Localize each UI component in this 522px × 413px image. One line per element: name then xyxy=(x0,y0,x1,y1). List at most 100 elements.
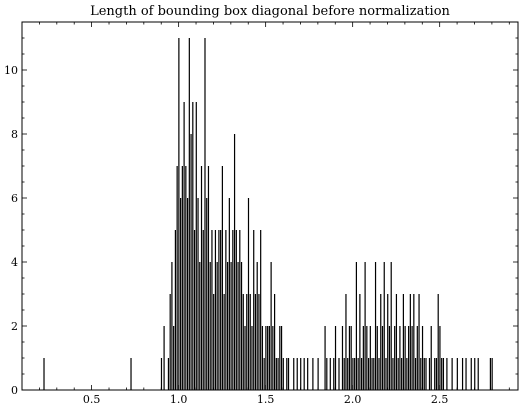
histogram-bar-28 xyxy=(209,262,211,390)
histogram-bar-138 xyxy=(435,358,438,390)
histogram-bar-40 xyxy=(230,262,232,390)
x-tick-label-2: 1.5 xyxy=(257,393,275,406)
histogram-bar-49 xyxy=(246,294,248,390)
histogram-bar-82 xyxy=(329,358,331,390)
histogram-bar-96 xyxy=(359,294,361,390)
histogram-bar-131 xyxy=(420,358,422,390)
histogram-bar-11 xyxy=(180,198,182,390)
histogram-bar-116 xyxy=(394,326,396,390)
histogram-bar-18 xyxy=(192,102,194,390)
histogram-bar-10 xyxy=(178,38,180,390)
histogram-bar-144 xyxy=(451,358,453,390)
x-tick-label-1: 1.0 xyxy=(170,393,188,406)
histogram-bar-115 xyxy=(392,358,394,390)
histogram-bar-68 xyxy=(279,326,281,390)
histogram-bar-110 xyxy=(383,262,385,390)
histogram-bar-1 xyxy=(130,358,132,390)
histogram-bar-125 xyxy=(409,294,411,390)
histogram-bar-152 xyxy=(491,358,493,390)
histogram-bar-54 xyxy=(254,294,257,390)
histogram-bar-63 xyxy=(270,262,272,390)
histogram-bar-141 xyxy=(441,358,443,390)
histogram-bar-113 xyxy=(388,326,391,390)
histogram-bar-27 xyxy=(207,166,210,390)
histogram-bar-127 xyxy=(413,294,415,390)
histogram-bar-60 xyxy=(265,326,267,390)
histogram-bar-13 xyxy=(183,102,185,390)
bars-layer xyxy=(43,38,493,390)
histogram-bar-33 xyxy=(218,230,220,390)
histogram-bar-57 xyxy=(260,230,262,390)
histogram-bar-34 xyxy=(220,230,222,390)
histogram-bar-106 xyxy=(376,326,378,390)
histogram-bar-25 xyxy=(204,38,206,390)
histogram-bar-128 xyxy=(414,358,417,390)
histogram-bar-42 xyxy=(233,134,236,390)
histogram-bar-117 xyxy=(395,294,398,390)
histogram-bar-109 xyxy=(381,326,384,390)
y-tick-label-1: 2 xyxy=(11,320,18,333)
histogram-bar-130 xyxy=(418,294,420,390)
histogram-bar-62 xyxy=(268,326,270,390)
histogram-bar-15 xyxy=(186,198,189,390)
y-tick-label-2: 4 xyxy=(11,256,18,269)
histogram-bar-142 xyxy=(442,358,445,390)
histogram-bar-8 xyxy=(174,230,176,390)
histogram-bar-84 xyxy=(334,326,337,390)
histogram-bar-19 xyxy=(193,230,196,390)
histogram-bar-61 xyxy=(267,326,269,390)
histogram-bar-107 xyxy=(378,358,380,390)
histogram-bar-26 xyxy=(206,198,208,390)
histogram-bar-32 xyxy=(216,262,218,390)
histogram-bar-77 xyxy=(307,358,309,390)
y-tick-label-0: 0 xyxy=(11,384,18,397)
histogram-bar-9 xyxy=(176,166,178,390)
plot-frame xyxy=(21,21,519,391)
histogram-bar-65 xyxy=(274,294,276,390)
histogram-bar-121 xyxy=(402,294,404,390)
histogram-bar-135 xyxy=(428,358,431,390)
histogram-bar-55 xyxy=(256,262,258,390)
histogram-bar-74 xyxy=(296,358,298,390)
histogram-bar-85 xyxy=(338,358,340,390)
histogram-bar-52 xyxy=(251,326,253,390)
histogram-bar-53 xyxy=(253,230,255,390)
histogram-bar-120 xyxy=(401,358,403,390)
histogram-bar-97 xyxy=(361,358,363,390)
ticks-layer: 0.5 1.0 1.5 2.0 2.5 0 2 4 6 8 10 xyxy=(4,21,518,406)
histogram-bar-149 xyxy=(474,358,476,390)
histogram-bar-0 xyxy=(43,358,45,390)
histogram-bar-105 xyxy=(374,262,377,390)
histogram-bar-64 xyxy=(272,326,274,390)
histogram-bar-129 xyxy=(416,326,418,390)
histogram-bar-7 xyxy=(173,326,175,390)
histogram-bar-79 xyxy=(317,358,319,390)
histogram-bar-94 xyxy=(355,262,357,390)
histogram-bar-80 xyxy=(324,326,326,390)
histogram-bar-6 xyxy=(171,262,173,390)
histogram-bar-99 xyxy=(364,262,366,390)
x-tick-label-4: 2.5 xyxy=(431,393,449,406)
histogram-bar-71 xyxy=(286,358,288,390)
histogram-bar-114 xyxy=(390,262,392,390)
histogram-bar-148 xyxy=(470,358,472,390)
histogram-bar-44 xyxy=(237,262,239,390)
histogram-bar-67 xyxy=(277,358,279,390)
histogram-bar-90 xyxy=(348,326,351,390)
histogram-bar-98 xyxy=(362,326,364,390)
histogram-bar-41 xyxy=(232,230,234,390)
y-tick-label-3: 6 xyxy=(11,192,18,205)
histogram-bar-93 xyxy=(354,358,356,390)
histogram-bar-137 xyxy=(434,358,436,390)
histogram-bar-56 xyxy=(258,294,260,390)
histogram-bar-95 xyxy=(357,358,359,390)
histogram-bar-47 xyxy=(242,294,244,390)
histogram-bar-2 xyxy=(160,358,163,390)
histogram-bar-3 xyxy=(163,326,165,390)
histogram-bar-51 xyxy=(249,294,251,390)
histogram-bar-4 xyxy=(167,358,170,390)
histogram-bar-66 xyxy=(275,358,277,390)
histogram-bar-22 xyxy=(199,262,201,390)
